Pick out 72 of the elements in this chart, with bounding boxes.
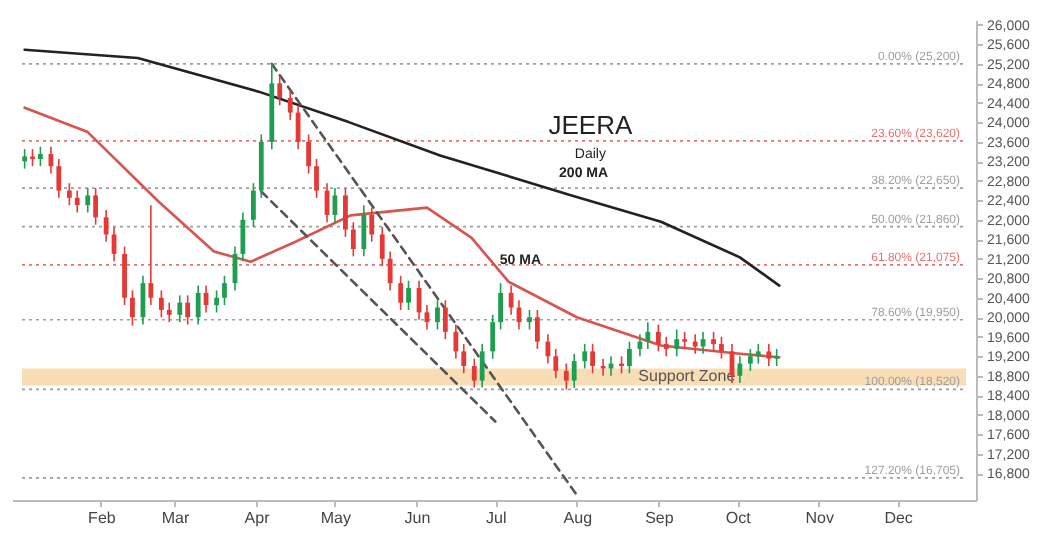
candlestick bbox=[22, 148, 28, 170]
x-tick-label: Feb bbox=[88, 509, 117, 527]
candlestick bbox=[251, 182, 256, 228]
x-tick-label: Dec bbox=[884, 509, 913, 527]
candlestick bbox=[571, 353, 577, 389]
x-tick-label: Jul bbox=[486, 509, 507, 527]
candlestick bbox=[747, 348, 753, 372]
candlestick bbox=[166, 301, 172, 323]
candlestick bbox=[553, 348, 559, 379]
candlestick bbox=[498, 282, 503, 331]
candlestick bbox=[755, 343, 761, 365]
candlestick bbox=[379, 226, 385, 267]
candlestick bbox=[56, 158, 62, 199]
x-tick-label: Aug bbox=[563, 509, 593, 527]
candlestick bbox=[130, 289, 135, 327]
candlestick bbox=[627, 340, 632, 375]
candlestick bbox=[453, 323, 459, 360]
x-tick-label: Nov bbox=[805, 509, 834, 527]
candlestick bbox=[398, 275, 404, 311]
candlestick bbox=[93, 187, 99, 226]
candlestick bbox=[343, 187, 348, 238]
candlestick bbox=[314, 158, 319, 199]
candlestick bbox=[185, 294, 191, 326]
candlestick bbox=[711, 331, 716, 353]
candlestick bbox=[350, 221, 356, 258]
candlestick bbox=[582, 343, 588, 370]
x-tick-label: May bbox=[320, 509, 352, 527]
candlestick bbox=[74, 189, 80, 214]
candlestick bbox=[122, 245, 127, 306]
candlestick bbox=[663, 335, 669, 358]
candlestick bbox=[222, 275, 227, 306]
candlestick bbox=[766, 343, 772, 367]
candlestick bbox=[361, 204, 367, 258]
candlestick bbox=[435, 299, 440, 331]
candlestick bbox=[645, 321, 651, 350]
candlestick bbox=[461, 343, 467, 375]
candlestick bbox=[148, 204, 154, 306]
x-tick-label: Oct bbox=[725, 509, 753, 527]
candlestick bbox=[158, 289, 164, 319]
candlestick bbox=[719, 335, 724, 360]
candlestick bbox=[277, 75, 283, 107]
candlestick bbox=[471, 357, 477, 389]
candlestick bbox=[737, 355, 743, 384]
candlestick bbox=[590, 343, 596, 375]
candlestick bbox=[563, 362, 569, 391]
candlestick bbox=[214, 289, 219, 314]
candlestick bbox=[479, 343, 485, 389]
candlestick bbox=[287, 89, 293, 121]
candlestick bbox=[295, 104, 301, 150]
candlestick bbox=[369, 206, 375, 243]
candlestick bbox=[490, 314, 496, 360]
candlestick bbox=[85, 187, 91, 214]
candlestick bbox=[177, 294, 183, 323]
text: JEERA bbox=[548, 109, 633, 140]
x-tick-label: Sep bbox=[645, 509, 675, 527]
x-tick-label: Jun bbox=[404, 509, 431, 527]
x-tick-label: Mar bbox=[161, 509, 190, 527]
x-tick-label: Apr bbox=[244, 509, 271, 527]
candlestick bbox=[306, 133, 312, 175]
candlestick bbox=[534, 309, 540, 350]
candlestick bbox=[674, 328, 680, 358]
candlestick bbox=[195, 284, 201, 326]
candlestick bbox=[240, 211, 246, 263]
line-series bbox=[23, 48, 781, 287]
candlestick bbox=[103, 209, 109, 243]
candlestick bbox=[387, 250, 393, 292]
candlestick bbox=[38, 145, 43, 167]
candlestick bbox=[527, 309, 532, 331]
candlestick bbox=[442, 299, 448, 340]
candlestick bbox=[406, 279, 411, 311]
candlestick bbox=[655, 323, 661, 353]
candlestick bbox=[66, 182, 72, 206]
